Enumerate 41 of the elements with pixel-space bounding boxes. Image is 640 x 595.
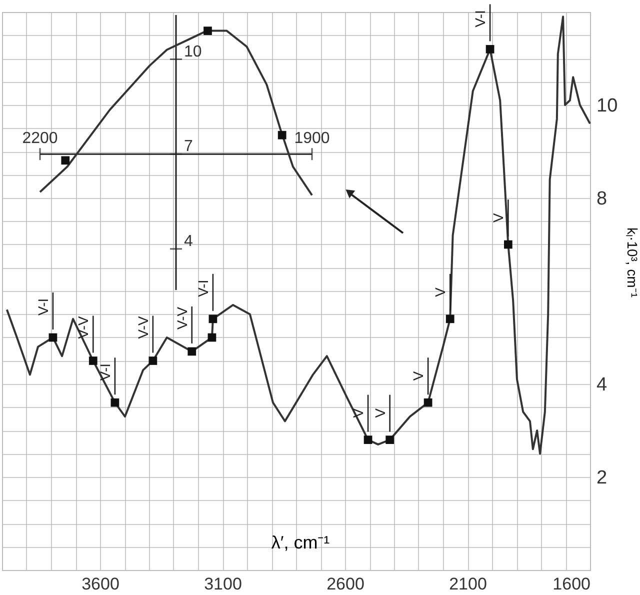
point: [424, 398, 432, 407]
point: [88, 356, 98, 365]
x-tick-label: 3100: [204, 574, 242, 594]
x-tick-label: 2200: [22, 130, 58, 148]
x-axis-title: λ′, cm⁻¹: [271, 532, 330, 552]
y-tick-label: 10: [184, 43, 202, 60]
annotation: V: [350, 408, 366, 418]
annotation: V-I: [194, 280, 211, 297]
annotation: V-I: [34, 298, 51, 316]
x-tick-label: 2600: [326, 574, 364, 594]
y-tick-label: 4: [184, 232, 193, 250]
point: [208, 314, 218, 324]
point: [504, 240, 512, 249]
x-tick-label: 3600: [82, 574, 120, 594]
annotation: V-V: [134, 316, 151, 339]
point: [148, 356, 158, 365]
annotation: V: [490, 212, 506, 222]
y-tick-label: 2: [596, 468, 608, 488]
point: [446, 314, 454, 324]
point: [208, 333, 216, 342]
x-tick-label: 2100: [449, 574, 487, 594]
annotation: V: [410, 370, 426, 381]
annotation: V-I: [96, 363, 113, 381]
point: [110, 398, 120, 407]
annotation: V-I: [472, 10, 488, 28]
y-tick-label: 10: [596, 96, 618, 116]
point: [364, 436, 372, 444]
annotation: V-V: [75, 316, 92, 339]
y-tick-label: 8: [596, 188, 608, 210]
point: [188, 347, 196, 356]
annotation: V-V: [174, 306, 190, 330]
x-tick-label: 1600: [552, 574, 590, 594]
y-axis-title: kₗ·10³, cm⁻¹: [624, 228, 640, 298]
point: [386, 436, 394, 444]
x-tick-label: 1900: [294, 130, 330, 148]
annotation: V: [432, 286, 448, 297]
y-tick-label: 4: [596, 374, 608, 396]
annotation: V: [372, 408, 388, 418]
y-tick-label: 7: [184, 138, 193, 156]
point: [486, 45, 494, 54]
point: [48, 333, 58, 342]
